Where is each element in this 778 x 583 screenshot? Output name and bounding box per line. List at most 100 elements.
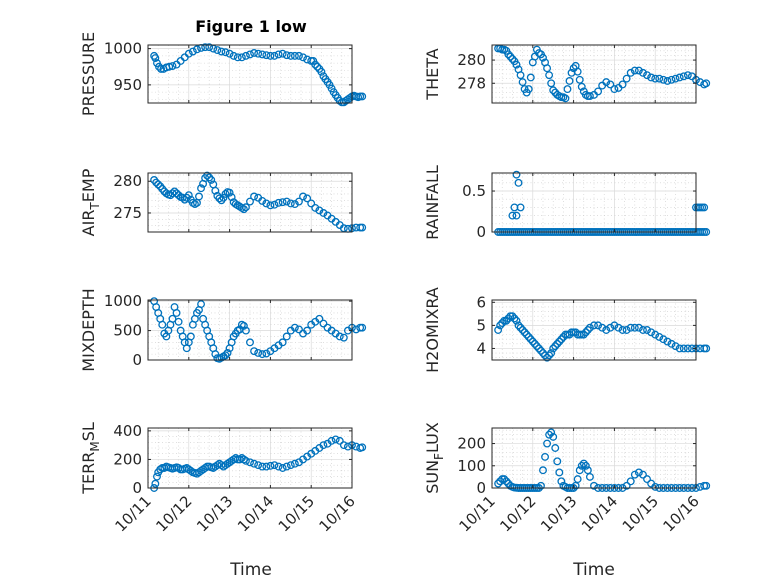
air_temp-data-point: [225, 188, 234, 197]
figure-title: Figure 1 low: [195, 17, 307, 36]
h2omixra-data-point: [643, 326, 651, 334]
air_temp-ylabel: AIRTEMP: [79, 168, 102, 236]
h2omixra-data-point: [520, 328, 529, 337]
sun_flux-data-point: [577, 461, 586, 470]
mixdepth-ylabel: MIXDEPTH: [79, 288, 98, 371]
theta-data-point: [561, 94, 570, 103]
theta-data-point: [575, 75, 584, 84]
mixdepth-data-point: [254, 348, 263, 357]
pressure-data-point: [184, 49, 193, 58]
sun_flux-xtick-label: 10/15: [619, 492, 662, 535]
mixdepth-data-point: [339, 333, 348, 342]
theta-ylabel-main: THETA: [423, 48, 442, 100]
theta-data-point: [543, 64, 552, 73]
air_temp-series: [150, 171, 367, 233]
h2omixra-data-point: [598, 323, 607, 332]
terr_msl-data-point: [246, 458, 254, 467]
pressure-data-point: [290, 51, 299, 60]
h2omixra-data-point: [510, 314, 519, 323]
sun_flux-data-point: [537, 481, 545, 490]
air_temp-axes-box: [147, 172, 353, 233]
h2omixra-data-point: [518, 326, 527, 334]
h2omixra-data-point: [502, 316, 511, 325]
pressure-data-point: [274, 50, 283, 59]
h2omixra-data-point: [528, 337, 537, 346]
theta-data-point: [651, 74, 660, 83]
rainfall-ylabel-main: RAINFALL: [423, 165, 442, 240]
theta-data-point: [702, 79, 711, 88]
pressure-data-point: [311, 60, 320, 69]
sun_flux-data-point: [579, 459, 588, 468]
pressure-data-point: [317, 67, 326, 76]
terr_msl-data-point: [266, 461, 275, 470]
air_temp-data-point: [303, 194, 312, 203]
mixdepth-data-point: [250, 347, 259, 356]
terr_msl-ylabel-main: TERR: [79, 452, 98, 495]
pressure-data-point: [168, 62, 177, 70]
rainfall-data-point: [512, 211, 521, 220]
sun_flux-data-point: [494, 479, 503, 488]
mixdepth-data-point: [223, 348, 232, 357]
rainfall-ytick-label: 0: [476, 223, 486, 241]
air_temp-ylabel-subscript: T: [88, 202, 102, 211]
mixdepth-ytick-label: 1000: [104, 292, 142, 310]
pressure-data-point: [278, 49, 287, 58]
air_temp-data-point: [299, 192, 307, 201]
theta-series: [494, 44, 711, 103]
pressure-ylabel-main: PRESSURE: [79, 32, 98, 116]
theta-data-point: [618, 80, 627, 89]
sun_flux-data-point: [549, 432, 558, 441]
air_temp-data-point: [246, 197, 254, 206]
theta-data-point: [647, 73, 656, 82]
pressure-data-point: [165, 62, 174, 71]
h2omixra-data-point: [679, 344, 688, 353]
air_temp-data-point: [282, 197, 291, 206]
pressure-axes-box: [147, 44, 353, 104]
terr_msl-ylabel: TERRMSL: [79, 422, 102, 495]
terr_msl-data-point: [343, 442, 352, 451]
sun_flux-data-point: [634, 468, 643, 477]
rainfall-plot-area: [492, 173, 696, 232]
sun_flux-data-point: [626, 477, 635, 486]
panel-sun_flux: 0 100 200 SUNFLUX 10/1110/1210/1310/1410/151…: [423, 422, 711, 535]
air_temp-data-point: [258, 196, 267, 205]
h2omixra-data-point: [647, 328, 656, 337]
mixdepth-data-point: [168, 314, 177, 323]
terr_msl-ylabel-subscript: M: [88, 441, 102, 451]
h2omixra-data-point: [553, 339, 562, 348]
theta-data-point: [512, 60, 521, 69]
pressure-data-point: [193, 45, 201, 54]
h2omixra-data-point: [547, 349, 556, 358]
theta-data-point: [516, 71, 525, 80]
air_temp-data-point: [290, 200, 299, 209]
h2omixra-data-point: [630, 323, 639, 332]
air_temp-data-point: [307, 199, 316, 208]
sun_flux-ylabel-subscript: F: [432, 453, 446, 460]
terr_msl-data-point: [278, 464, 287, 472]
h2omixra-data-point: [516, 323, 525, 332]
sun_flux-xtick-label: 10/12: [496, 492, 539, 535]
terr_msl-data-point: [156, 465, 165, 474]
theta-data-point: [526, 73, 535, 82]
terr_msl-data-point: [327, 436, 336, 445]
sun_flux-ylabel-main: SUN: [423, 460, 442, 494]
terr_msl-axes-box: [147, 427, 353, 489]
pressure-data-point: [188, 47, 197, 56]
h2omixra-data-point: [555, 337, 564, 346]
h2omixra-data-point: [639, 326, 647, 334]
h2omixra-data-point: [702, 344, 711, 353]
sun_flux-ylabel: SUNFLUX: [423, 422, 446, 494]
terr_msl-data-point: [262, 462, 271, 471]
terr_msl-xtick-label: 10/11: [112, 492, 155, 535]
mixdepth-data-point: [241, 326, 250, 335]
terr_msl-ytick-label: 200: [113, 450, 142, 468]
theta-ylabel: THETA: [423, 48, 442, 100]
rainfall-axes-box: [491, 172, 697, 233]
mixdepth-data-point: [246, 338, 254, 347]
sun_flux-data-point: [547, 428, 556, 437]
sun_flux-data-point: [555, 468, 564, 477]
rainfall-data-point: [512, 170, 521, 179]
sun_flux-data-point: [573, 475, 582, 484]
air_temp-data-point: [262, 199, 271, 208]
